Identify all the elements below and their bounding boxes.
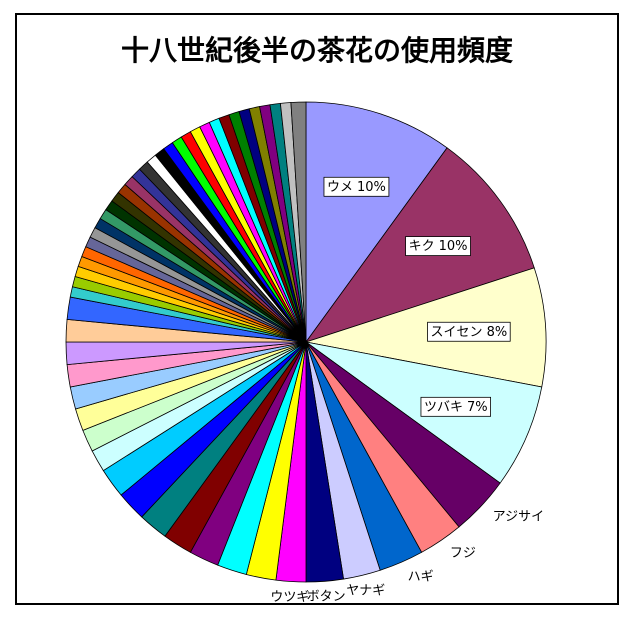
slice-label-text: ウメ 10% xyxy=(327,179,386,194)
category-label: キク xyxy=(409,239,435,254)
slice-label-text: キク 10% xyxy=(409,239,468,254)
value-label: 8% xyxy=(487,324,508,339)
slice-label: ツバキ 7% xyxy=(420,396,491,417)
category-label: ヤナギ xyxy=(346,583,385,598)
category-label: ボタン xyxy=(307,590,346,605)
value-label: 10% xyxy=(439,239,468,254)
category-label: ウツギ xyxy=(270,590,309,605)
pie-slice xyxy=(305,267,547,388)
category-label: ツバキ xyxy=(424,399,463,414)
chart-title: 十八世紀後半の茶花の使用頻度 xyxy=(121,34,513,67)
value-label: 10% xyxy=(357,179,386,194)
category-label: ウメ xyxy=(327,179,353,194)
label-box xyxy=(420,396,491,417)
slice-label-text: ツバキ 7% xyxy=(424,399,488,414)
value-label: 7% xyxy=(467,399,488,414)
label-box xyxy=(323,176,390,197)
category-label: アジサイ xyxy=(493,510,544,525)
category-label: スイセン xyxy=(431,324,483,339)
label-box xyxy=(405,236,471,256)
slice-label: スイセン 8% xyxy=(427,321,511,342)
slice-label: ウメ 10% xyxy=(323,176,390,197)
pie-slice xyxy=(290,101,307,343)
slice-label-text: スイセン 8% xyxy=(431,324,508,339)
category-label: フジ xyxy=(450,546,476,561)
label-box xyxy=(427,321,511,342)
slice-label: キク 10% xyxy=(405,236,471,256)
category-label: ハギ xyxy=(408,569,434,584)
pie-slice xyxy=(305,101,448,344)
